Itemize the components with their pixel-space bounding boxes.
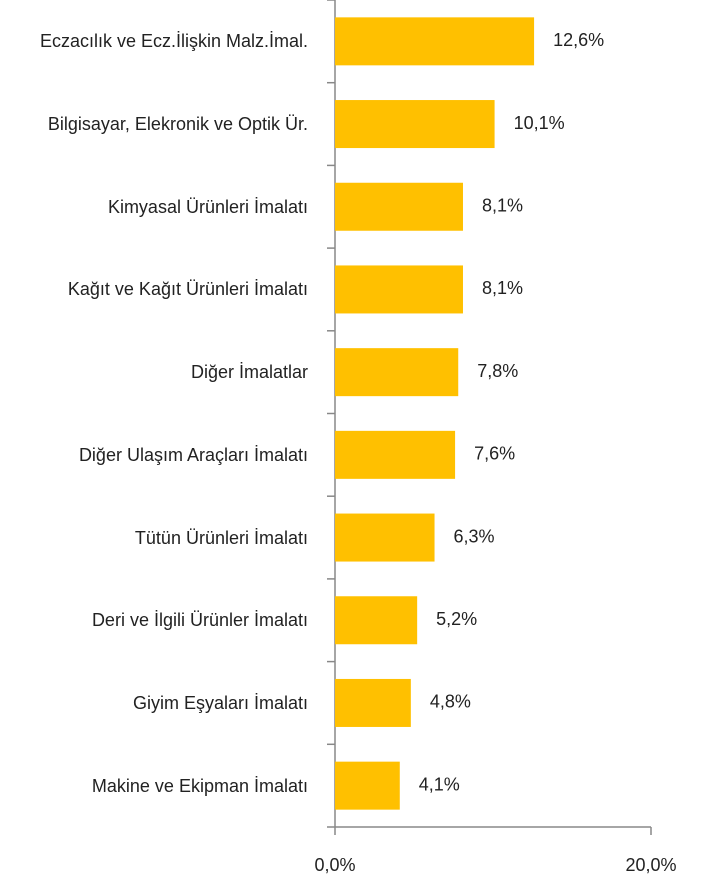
bar [335, 17, 535, 66]
x-tick-label: 20,0% [625, 855, 676, 875]
value-label: 5,2% [436, 609, 477, 629]
y-tick-label: Diğer Ulaşım Araçları İmalatı [78, 444, 308, 465]
bar [335, 430, 456, 479]
y-tick-label: Tütün Ürünleri İmalatı [134, 527, 308, 548]
value-label: 6,3% [454, 526, 495, 546]
value-label: 4,1% [419, 774, 460, 794]
value-label: 12,6% [553, 30, 604, 50]
value-label: 10,1% [514, 113, 565, 133]
value-label: 7,6% [474, 444, 515, 464]
y-tick-label: Deri ve İlgili Ürünler İmalatı [91, 610, 308, 631]
y-tick-label: Eczacılık ve Ecz.İlişkin Malz.İmal. [39, 31, 308, 52]
value-label: 4,8% [430, 692, 471, 712]
value-label: 8,1% [482, 278, 523, 298]
y-tick-label: Kağıt ve Kağıt Ürünleri İmalatı [67, 279, 308, 300]
bar [335, 761, 400, 810]
bar [335, 100, 495, 149]
bar [335, 513, 435, 562]
y-tick-label: Giyim Eşyaları İmalatı [132, 692, 308, 713]
y-tick-label: Bilgisayar, Elekronik ve Optik Ür. [47, 114, 308, 135]
y-tick-label: Diğer İmalatlar [190, 362, 308, 383]
value-label: 8,1% [482, 196, 523, 216]
bar [335, 348, 459, 397]
x-tick-label: 0,0% [314, 855, 355, 875]
bar [335, 678, 411, 727]
y-tick-label: Makine ve Ekipman İmalatı [91, 775, 308, 796]
y-tick-label: Kimyasal Ürünleri İmalatı [107, 196, 308, 217]
value-label: 7,8% [477, 361, 518, 381]
bar [335, 182, 463, 231]
bar [335, 596, 418, 645]
bar [335, 265, 463, 314]
